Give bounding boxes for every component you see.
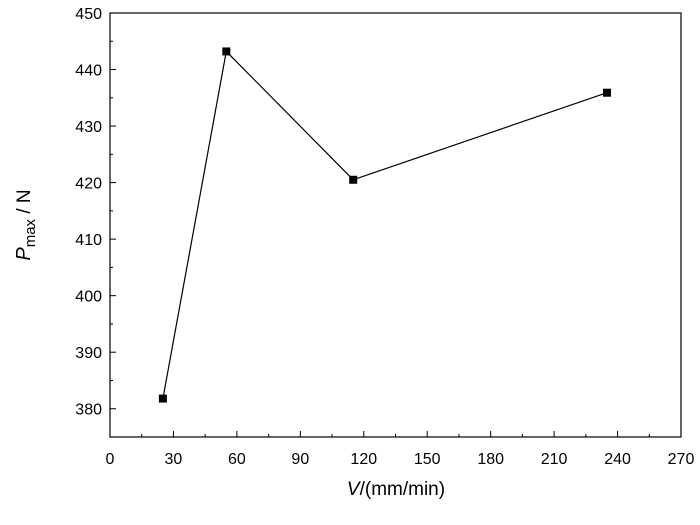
y-axis-title: Pmax / N bbox=[13, 189, 39, 260]
x-axis-var: V bbox=[347, 479, 362, 500]
x-tick-label: 90 bbox=[291, 451, 309, 468]
x-tick-label: 210 bbox=[541, 451, 568, 468]
y-tick-label: 450 bbox=[75, 6, 102, 23]
y-tick-label: 440 bbox=[75, 63, 102, 80]
y-tick-label: 410 bbox=[75, 232, 102, 249]
y-tick-label: 390 bbox=[75, 345, 102, 362]
x-tick-label: 60 bbox=[228, 451, 246, 468]
x-tick-label: 150 bbox=[414, 451, 441, 468]
data-point bbox=[222, 47, 231, 56]
data-point bbox=[158, 394, 167, 403]
y-axis-var: P bbox=[13, 247, 35, 261]
data-point bbox=[349, 175, 358, 184]
plot-frame bbox=[109, 12, 682, 438]
y-tick-label: 400 bbox=[75, 289, 102, 306]
series-line bbox=[162, 50, 608, 399]
y-tick-label: 380 bbox=[75, 402, 102, 419]
series-markers bbox=[158, 47, 611, 403]
x-tick-label: 0 bbox=[106, 451, 115, 468]
x-axis-unit: /(mm/min) bbox=[360, 479, 445, 500]
x-tick-label: 180 bbox=[477, 451, 504, 468]
x-tick-label: 240 bbox=[604, 451, 631, 468]
y-axis: 380 390 400 410 420 430 440 450 bbox=[75, 6, 116, 419]
x-tick-label: 270 bbox=[668, 451, 695, 468]
y-axis-subscript: max bbox=[22, 218, 39, 247]
y-tick-label: 430 bbox=[75, 119, 102, 136]
x-axis: 0 30 60 90 120 150 180 210 240 270 bbox=[106, 431, 695, 468]
data-point bbox=[602, 88, 611, 97]
y-tick-label: 420 bbox=[75, 176, 102, 193]
x-axis-title: V/(mm/min) bbox=[347, 479, 445, 500]
x-tick-label: 120 bbox=[350, 451, 377, 468]
y-axis-unit: / N bbox=[14, 189, 35, 219]
x-tick-label: 30 bbox=[165, 451, 183, 468]
